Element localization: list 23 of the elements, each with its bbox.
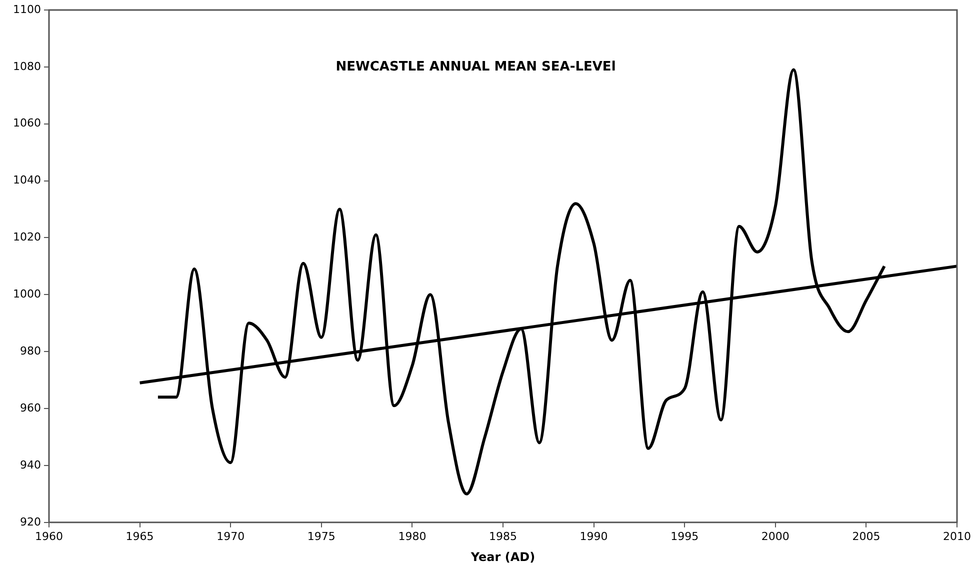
y-tick-label: 1020 [12,230,41,244]
x-tick-label: 1960 [34,530,63,543]
y-tick-label: 1040 [12,174,41,187]
x-tick-label: 2010 [943,530,972,543]
y-tick-label: 920 [20,515,41,528]
text: NEWCASTLE ANNUAL MEAN SEA-LEVEl [336,59,616,74]
x-tick-label: 1995 [670,530,699,543]
x-tick-label: 1970 [216,530,245,543]
y-tick-label: 1100 [12,2,41,16]
y-tick-label: 960 [20,401,41,414]
x-tick-label: 1990 [580,530,608,543]
x-tick-label: 1965 [126,530,154,543]
x-axis-title: Year (AD) [470,550,536,564]
x-tick-label: 1985 [489,530,517,543]
y-tick-label: 980 [20,344,41,358]
x-tick-label: 1975 [307,530,336,543]
y-tick-label: 940 [20,458,41,472]
y-tick-label: 1000 [12,288,41,301]
x-tick-label: 2000 [761,530,790,543]
x-tick-label: 2005 [852,530,880,543]
y-tick-label: 1080 [12,60,41,73]
y-tick-label: 1060 [12,116,41,130]
x-tick-label: 1980 [398,530,426,543]
